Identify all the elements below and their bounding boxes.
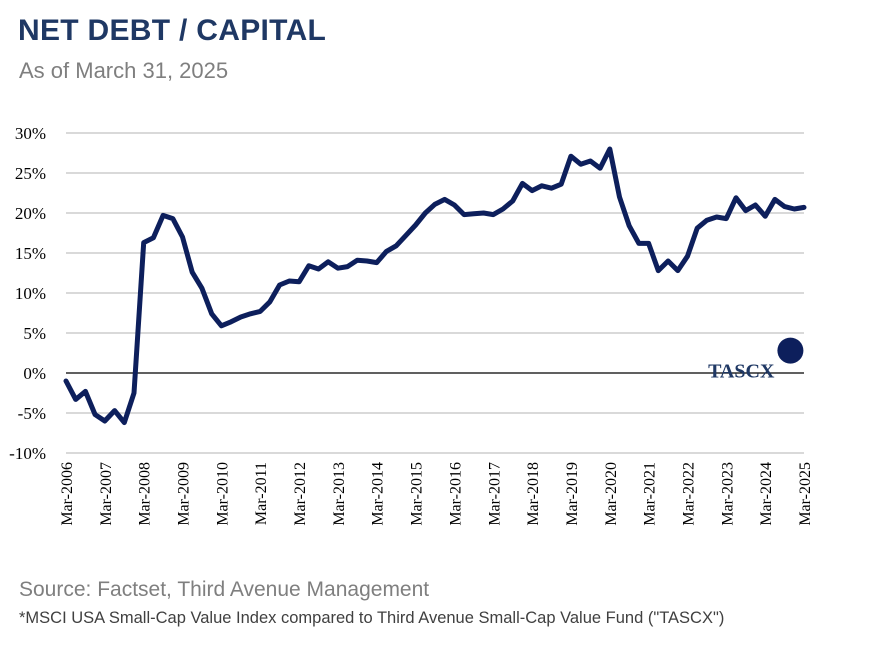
x-tick-label: Mar-2008	[137, 462, 154, 526]
x-tick-label: Mar-2014	[370, 462, 387, 526]
x-tick-label: Mar-2018	[525, 462, 542, 526]
source-note: Source: Factset, Third Avenue Management	[19, 578, 430, 601]
footnote: *MSCI USA Small-Cap Value Index compared…	[19, 609, 725, 627]
x-tick-label: Mar-2017	[486, 462, 503, 526]
y-tick-label: 25%	[15, 164, 46, 183]
y-tick-label: 30%	[15, 124, 46, 143]
y-tick-label: -10%	[9, 444, 46, 463]
x-tick-label: Mar-2015	[409, 462, 426, 526]
y-tick-label: 5%	[23, 324, 46, 343]
chart-subtitle: As of March 31, 2025	[19, 58, 229, 83]
x-tick-label: Mar-2019	[564, 462, 581, 526]
x-tick-label: Mar-2020	[603, 462, 620, 526]
x-tick-label: Mar-2023	[719, 462, 736, 526]
x-tick-label: Mar-2025	[797, 462, 814, 526]
net-debt-capital-chart: 30% 25% 20% 15% 10% 5% 0% -5% -10% Mar-2006 Mar-2…	[9, 124, 814, 526]
y-tick-label: -5%	[18, 404, 46, 423]
y-tick-label: 15%	[15, 244, 46, 263]
x-tick-label: Mar-2024	[758, 462, 775, 526]
x-tick-label: Mar-2013	[331, 462, 348, 526]
x-tick-label: Mar-2007	[98, 462, 115, 526]
x-tick-label: Mar-2022	[680, 462, 697, 526]
x-tick-label: Mar-2021	[642, 462, 659, 526]
x-tick-label: Mar-2011	[253, 462, 270, 525]
x-tick-label: Mar-2009	[176, 462, 193, 526]
y-tick-label: 0%	[23, 364, 46, 383]
x-tick-label: Mar-2012	[292, 462, 309, 526]
tascx-label: TASCX	[708, 361, 775, 383]
tascx-marker	[777, 337, 804, 364]
chart-title: NET DEBT / CAPITAL	[18, 14, 327, 47]
x-tick-label: Mar-2010	[214, 462, 231, 526]
y-tick-label: 10%	[15, 284, 46, 303]
x-tick-label: Mar-2006	[59, 462, 76, 526]
series-line	[63, 146, 807, 426]
y-tick-label: 20%	[15, 204, 46, 223]
x-tick-label: Mar-2016	[447, 462, 464, 526]
